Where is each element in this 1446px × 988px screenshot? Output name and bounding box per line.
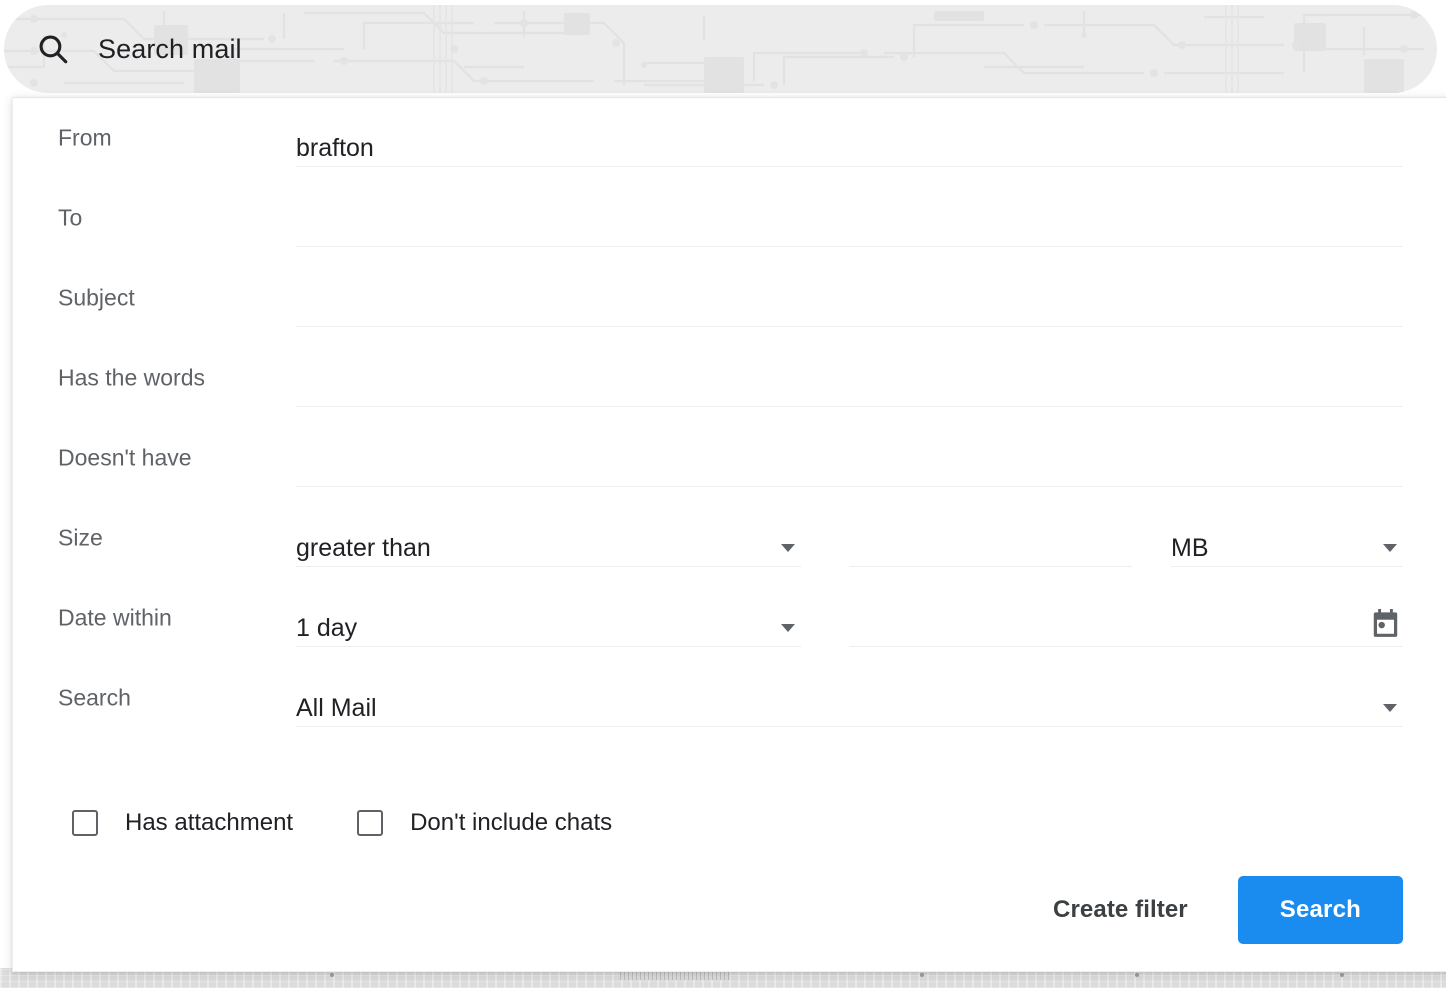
checkbox-row: Has attachment Don't include chats	[13, 788, 612, 858]
size-unit-value: MB	[1171, 534, 1209, 562]
date-range-select[interactable]: 1 day	[296, 605, 801, 647]
label-to: To	[58, 204, 83, 231]
label-subject: Subject	[58, 284, 135, 311]
advanced-search-dialog: From brafton To Subject Has the words	[12, 97, 1446, 972]
form-row-subject: Subject	[13, 258, 1403, 338]
form-row-search-scope: Search All Mail	[13, 658, 1403, 738]
background-pattern-block	[620, 971, 730, 980]
dont-include-chats-label: Don't include chats	[410, 809, 613, 836]
has-attachment-checkbox[interactable]	[72, 810, 98, 836]
size-comparator-select[interactable]: greater than	[296, 525, 801, 567]
label-date-within: Date within	[58, 604, 172, 631]
search-input-placeholder[interactable]: Search mail	[98, 33, 242, 64]
size-amount-input[interactable]	[849, 525, 1132, 567]
to-input[interactable]	[296, 205, 1403, 247]
label-from: From	[58, 124, 112, 151]
search-bar[interactable]: Search mail	[4, 5, 1437, 93]
background-dot	[1135, 973, 1139, 977]
advanced-search-form: From brafton To Subject Has the words	[13, 98, 1403, 738]
form-row-to: To	[13, 178, 1403, 258]
dialog-actions: Create filter Search	[13, 876, 1403, 944]
calendar-icon[interactable]	[1372, 609, 1399, 638]
date-input[interactable]	[849, 605, 1403, 647]
size-comparator-value: greater than	[296, 534, 431, 562]
dont-include-chats-checkbox[interactable]	[357, 810, 384, 836]
from-input-value: brafton	[296, 134, 374, 162]
form-row-size: Size greater than MB	[13, 498, 1403, 578]
has-attachment-checkbox-item[interactable]: Has attachment	[72, 809, 293, 837]
search-button[interactable]: Search	[1237, 876, 1403, 944]
label-search-scope: Search	[58, 684, 131, 711]
has-the-words-input[interactable]	[296, 365, 1403, 407]
form-row-has-the-words: Has the words	[13, 338, 1403, 418]
form-row-date-within: Date within 1 day	[13, 578, 1403, 658]
from-input[interactable]: brafton	[296, 125, 1403, 167]
dont-include-chats-checkbox-item[interactable]: Don't include chats	[357, 809, 612, 837]
label-has-the-words: Has the words	[58, 364, 206, 391]
search-scope-select[interactable]: All Mail	[296, 685, 1403, 727]
chevron-down-icon	[1383, 544, 1397, 552]
size-unit-select[interactable]: MB	[1171, 525, 1403, 567]
background-dot	[920, 973, 924, 977]
chevron-down-icon	[781, 544, 795, 552]
date-range-value: 1 day	[296, 614, 358, 642]
label-size: Size	[58, 524, 103, 551]
search-scope-value: All Mail	[296, 694, 377, 722]
chevron-down-icon	[1383, 704, 1397, 712]
has-attachment-label: Has attachment	[125, 809, 294, 836]
subject-input[interactable]	[296, 285, 1403, 327]
doesnt-have-input[interactable]	[296, 445, 1403, 487]
form-row-doesnt-have: Doesn't have	[13, 418, 1403, 498]
search-icon	[36, 32, 70, 66]
chevron-down-icon	[781, 624, 795, 632]
label-doesnt-have: Doesn't have	[58, 444, 192, 471]
create-filter-button[interactable]: Create filter	[1031, 882, 1210, 938]
background-dot	[1340, 973, 1344, 977]
background-dot	[330, 973, 334, 977]
form-row-from: From brafton	[13, 98, 1403, 178]
